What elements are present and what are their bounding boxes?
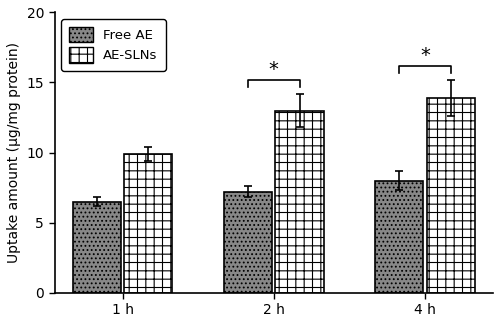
Bar <box>224 192 272 293</box>
Bar <box>276 110 324 293</box>
Bar <box>72 202 121 293</box>
Text: *: * <box>269 60 278 79</box>
Legend: Free AE, AE-SLNs: Free AE, AE-SLNs <box>61 19 166 71</box>
Bar <box>375 180 424 293</box>
Y-axis label: Uptake amount (μg/mg protein): Uptake amount (μg/mg protein) <box>7 42 21 263</box>
Bar <box>124 154 172 293</box>
Text: *: * <box>420 46 430 65</box>
Bar <box>426 98 475 293</box>
